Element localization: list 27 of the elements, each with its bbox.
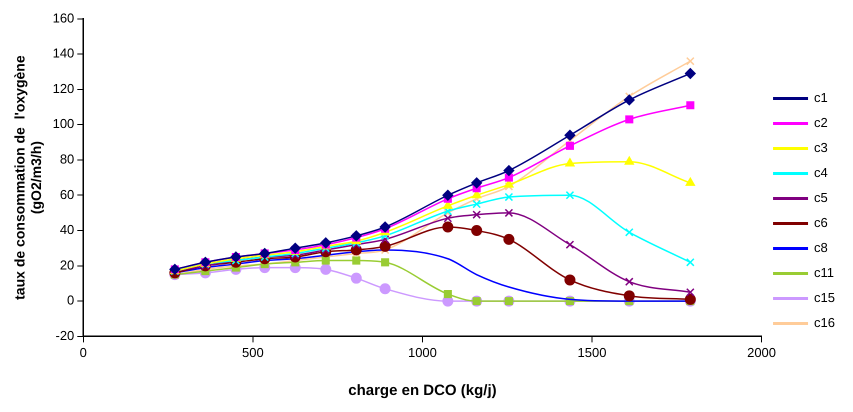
legend-label: c8 bbox=[814, 240, 828, 256]
y-tick-label: 160 bbox=[52, 10, 74, 26]
x-tick-label: 500 bbox=[242, 344, 264, 360]
x-tick-label: 0 bbox=[80, 344, 87, 360]
y-tick-label: 60 bbox=[60, 186, 74, 202]
legend-label: c5 bbox=[814, 190, 828, 206]
legend-label: c3 bbox=[814, 140, 828, 156]
y-axis-title: taux de consommation de l'oxygène (gO2/m3/h) bbox=[11, 55, 44, 300]
legend-label: c4 bbox=[814, 165, 828, 180]
y-tick-label: 80 bbox=[60, 152, 74, 167]
x-tick-label: 1000 bbox=[408, 344, 437, 360]
x-axis-title: charge en DCO (kg/j) bbox=[348, 382, 497, 400]
legend-label: c16 bbox=[814, 315, 836, 330]
y-tick-label: 140 bbox=[52, 46, 74, 61]
y-tick-label: 100 bbox=[52, 116, 74, 132]
legend-label: c15 bbox=[814, 290, 836, 306]
legend-label: c2 bbox=[814, 115, 828, 130]
y-tick-label: 0 bbox=[67, 292, 74, 308]
y-tick-label: 20 bbox=[60, 257, 74, 272]
legend-label: c1 bbox=[814, 90, 828, 106]
y-tick-label: -20 bbox=[55, 328, 74, 343]
y-tick-label: 120 bbox=[52, 80, 74, 96]
x-tick-label: 2000 bbox=[747, 344, 776, 360]
y-tick-label: 40 bbox=[60, 222, 74, 238]
legend-label: c6 bbox=[814, 215, 828, 230]
x-tick-label: 1500 bbox=[578, 344, 606, 360]
legend-label: c11 bbox=[814, 265, 834, 280]
